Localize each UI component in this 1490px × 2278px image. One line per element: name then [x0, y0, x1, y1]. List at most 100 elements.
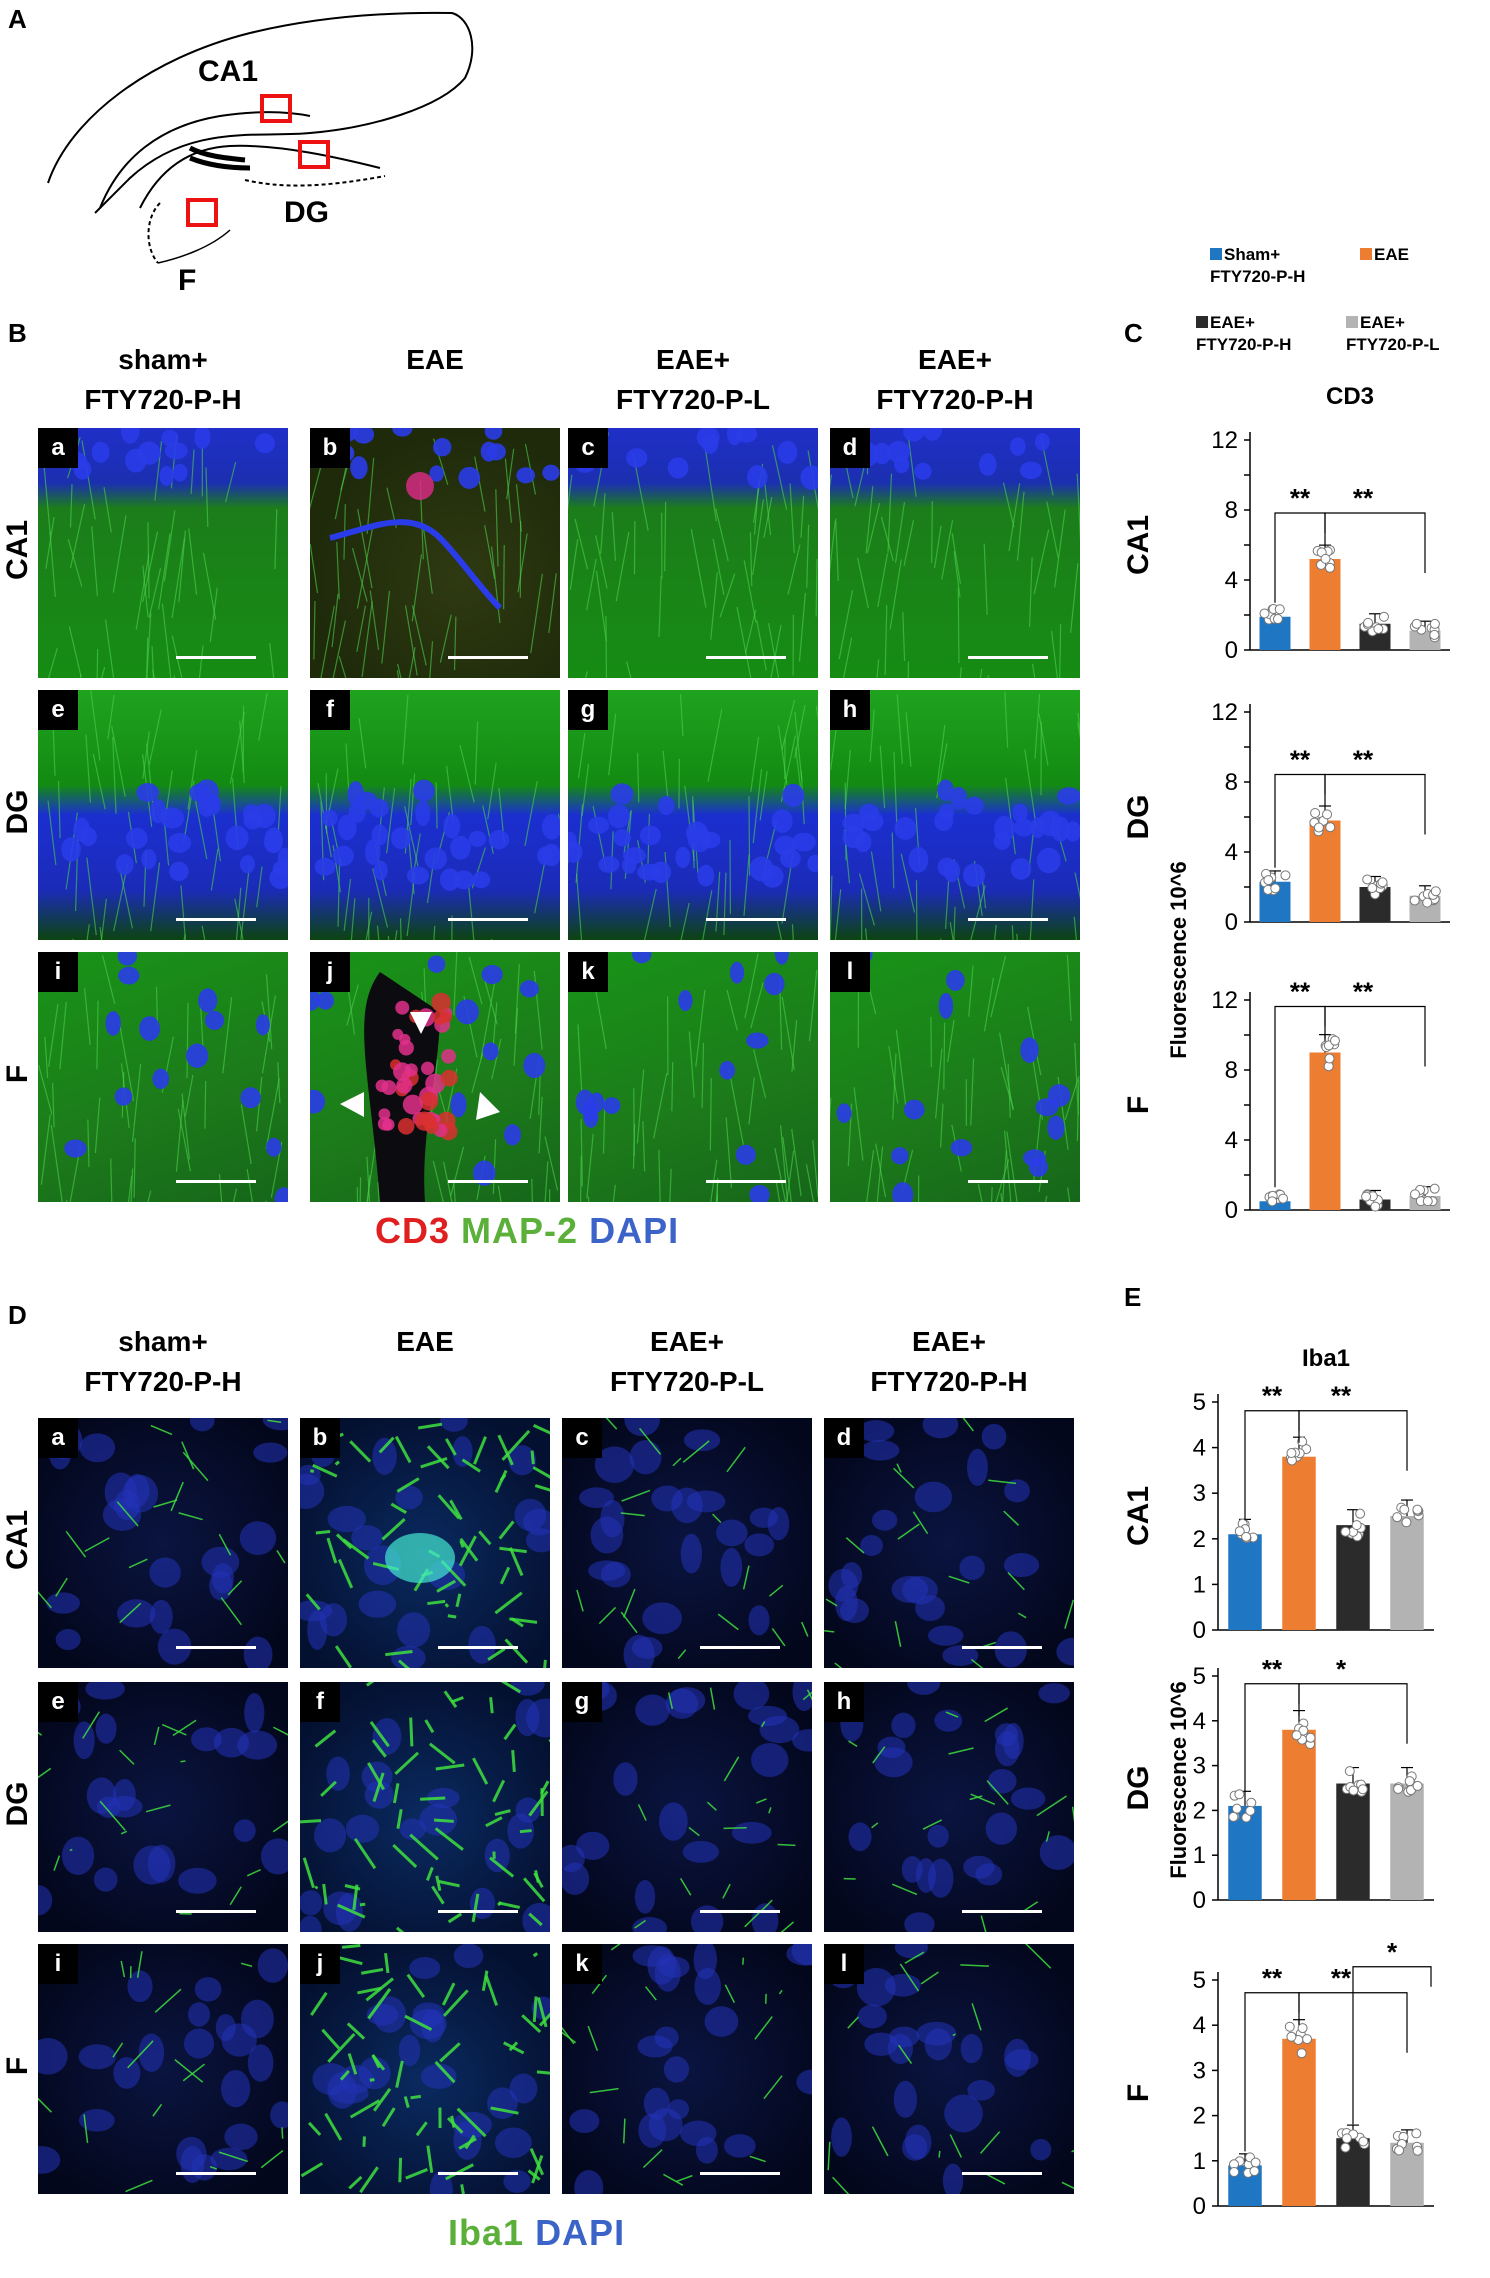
data-point [1320, 553, 1331, 564]
data-point [1430, 886, 1441, 897]
chart-1: 0 4 8 12 ** ** DG [1122, 699, 1450, 936]
data-point [1297, 1436, 1308, 1447]
micrograph-b-b: b [310, 428, 560, 678]
micrograph-d-k: k [562, 1944, 812, 2194]
legend-dapi-d: DAPI [535, 2212, 626, 2253]
scale-bar [700, 1910, 780, 1913]
scale-bar [448, 656, 528, 659]
scale-bar [700, 2172, 780, 2175]
micrograph-texture [830, 691, 1080, 940]
micrograph-letter: l [824, 1944, 864, 1984]
significance-label: ** [1262, 1381, 1283, 1411]
data-point [1422, 897, 1433, 908]
chart-region-label: F [1122, 2084, 1155, 2102]
chart-legend-label: EAE+ FTY720-P-L [1346, 313, 1440, 354]
micrograph-letter: j [310, 952, 350, 992]
data-point [1324, 1053, 1335, 1064]
legend-iba1-dapi: Iba1 DAPI [448, 2212, 625, 2254]
significance-bracket: * [1298, 1654, 1408, 1744]
y-tick-label: 2 [1193, 1526, 1206, 1553]
data-point [1305, 1732, 1316, 1743]
data-point [1324, 562, 1335, 573]
micrograph-letter: f [300, 1682, 340, 1722]
data-point [1351, 1520, 1362, 1531]
chart-region-label: CA1 [1122, 1486, 1155, 1546]
chart-legend-label: Sham+ FTY720-P-H [1210, 245, 1306, 286]
bar-3 [1390, 1516, 1424, 1630]
column-header-b-1: EAE [406, 344, 464, 375]
column-header-d-2: EAE+ FTY720-P-L [609, 1326, 765, 1397]
micrograph-b-c: c [568, 428, 818, 678]
data-point [1412, 2145, 1423, 2156]
micrograph-letter: l [830, 952, 870, 992]
data-point [1245, 1805, 1256, 1816]
y-tick-label: 8 [1225, 769, 1238, 796]
micrograph-d-b: b [300, 1418, 550, 1668]
legend-dapi: DAPI [589, 1210, 680, 1251]
y-tick-label: 8 [1225, 1057, 1238, 1084]
micrograph-letter: a [38, 1418, 78, 1458]
y-tick-label: 1 [1193, 1842, 1206, 1869]
bar-1 [1282, 1456, 1316, 1630]
data-point [1229, 2166, 1240, 2177]
data-point [1274, 604, 1285, 615]
micrograph-texture [830, 952, 1080, 1202]
micrograph-texture [824, 1418, 1074, 1668]
y-tick-label: 5 [1193, 1663, 1206, 1690]
chart-legend-item-3: EAE+ FTY720-P-L [1346, 312, 1440, 356]
chart-legend-item-2: EAE+ FTY720-P-H [1196, 312, 1291, 356]
data-point [1267, 1196, 1278, 1207]
data-point [1348, 1785, 1359, 1796]
data-point [1228, 1811, 1239, 1822]
data-point [1341, 2133, 1352, 2144]
hippocampus-schematic [47, 11, 474, 264]
data-point [1291, 1730, 1302, 1741]
micrograph-d-g: g [562, 1682, 812, 1932]
micrograph-d-j: j [300, 1944, 550, 2194]
bar-2 [1336, 1525, 1370, 1630]
scale-bar [438, 2172, 518, 2175]
data-point [1409, 895, 1420, 906]
chart-legend-swatch [1196, 316, 1208, 328]
micrograph-letter: c [562, 1418, 602, 1458]
bar-0 [1228, 1534, 1262, 1630]
significance-label: ** [1331, 1963, 1352, 1993]
data-point [1272, 614, 1283, 625]
scale-bar [176, 1646, 256, 1649]
micrograph-b-f: f [310, 690, 560, 940]
micrograph-letter: d [824, 1418, 864, 1458]
y-tick-label: 12 [1211, 427, 1238, 454]
significance-label: ** [1353, 483, 1374, 513]
data-point [1429, 618, 1440, 629]
y-tick-label: 4 [1193, 1708, 1206, 1735]
micrograph-d-i: i [38, 1944, 288, 2194]
significance-bracket: ** [1324, 977, 1426, 1067]
data-point [1363, 617, 1374, 628]
significance-label: ** [1331, 1381, 1352, 1411]
chart-region-label: DG [1122, 1766, 1155, 1811]
micrograph-letter: g [562, 1682, 602, 1722]
micrograph-letter: j [300, 1944, 340, 1984]
data-point [1322, 809, 1333, 820]
y-tick-label: 0 [1225, 1197, 1238, 1224]
micrograph-d-c: c [562, 1418, 812, 1668]
y-tick-label: 3 [1193, 2057, 1206, 2084]
data-point [1270, 883, 1281, 894]
data-point [1313, 822, 1324, 833]
micrograph-b-k: k [568, 952, 818, 1202]
panel-label-c: C [1124, 318, 1143, 348]
micrograph-letter: g [568, 690, 608, 730]
y-tick-label: 4 [1225, 567, 1238, 594]
chart-legend-label: EAE [1374, 245, 1409, 264]
column-header-b-2: EAE+ FTY720-P-L [615, 344, 771, 415]
micrograph-b-h: h [830, 690, 1080, 940]
data-point [1280, 870, 1291, 881]
scale-bar [962, 1646, 1042, 1649]
scale-bar [438, 1910, 518, 1913]
y-tick-label: 4 [1225, 839, 1238, 866]
micrograph-b-a: a [38, 428, 288, 678]
micrograph-texture [840, 1682, 1074, 1932]
micrograph-texture [300, 1682, 550, 1932]
data-point [1358, 2136, 1369, 2147]
scale-bar [706, 1180, 786, 1183]
